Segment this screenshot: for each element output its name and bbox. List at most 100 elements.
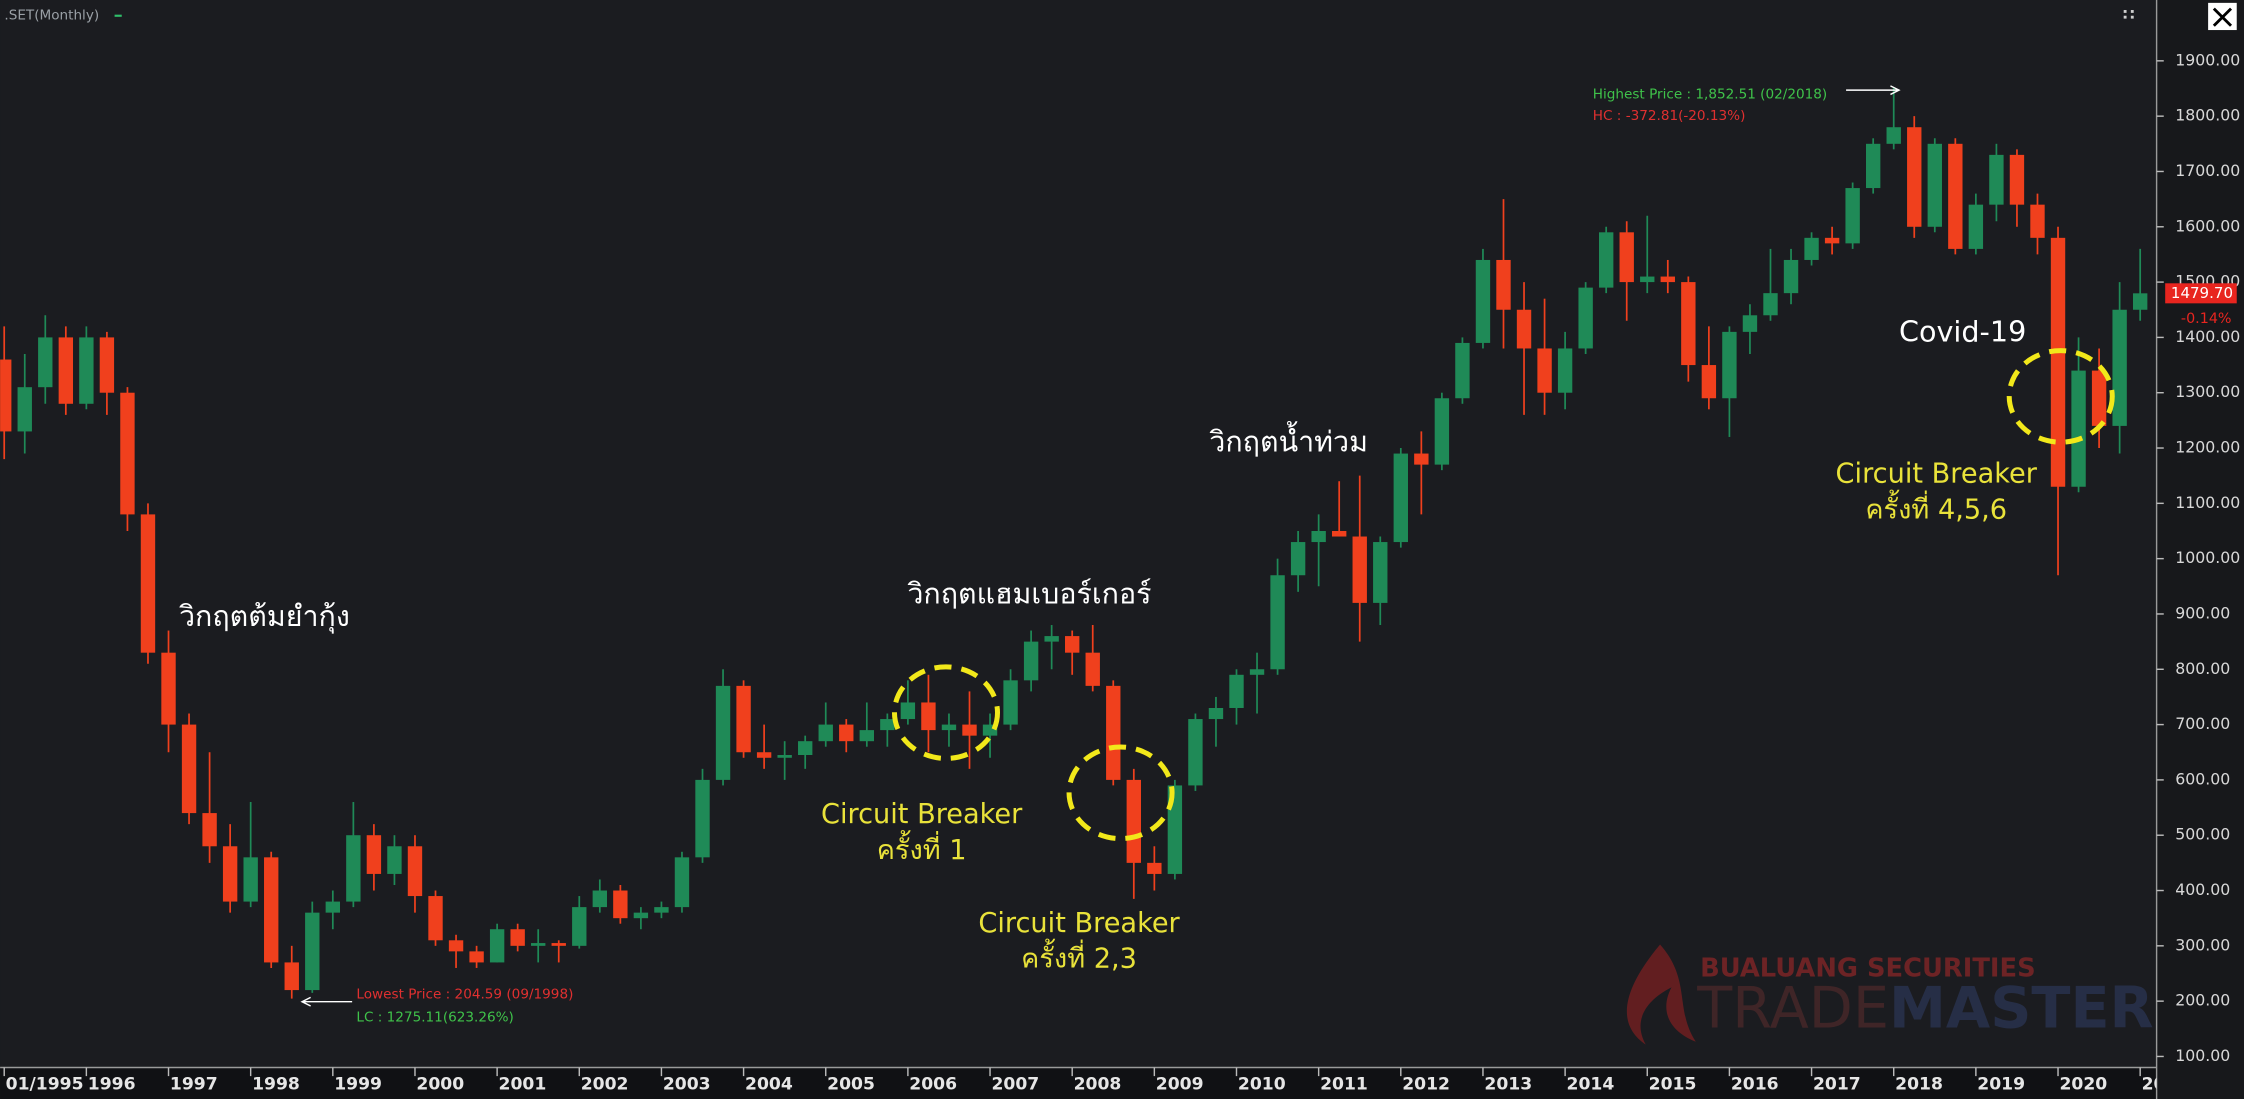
y-tick-label: 1700.00 (2175, 161, 2240, 180)
y-tick-label: 500.00 (2175, 825, 2230, 844)
candle-body (1352, 536, 1367, 603)
x-tick-label: 2004 (745, 1075, 793, 1095)
close-button[interactable] (2208, 2, 2237, 31)
candle-body (305, 912, 320, 991)
x-tick-label: 2010 (1238, 1075, 1286, 1095)
candle-body (264, 857, 279, 963)
candle-body (202, 813, 217, 847)
y-tick-label: 1600.00 (2175, 216, 2240, 235)
candle-body (633, 912, 649, 919)
candle-body (1804, 237, 1819, 260)
x-tick-label: 1997 (170, 1075, 218, 1095)
candle-body (1619, 232, 1634, 283)
candle-body (572, 907, 587, 946)
candle-body (1373, 542, 1388, 603)
candle-body (715, 685, 731, 780)
candle-body (346, 835, 361, 902)
candle-body (99, 337, 115, 393)
grip-icon[interactable] (2123, 10, 2134, 19)
candle-body (2071, 370, 2086, 487)
candle-body (1845, 188, 1860, 244)
candle-body (243, 857, 258, 902)
candle-body (818, 724, 833, 742)
candle-body (2112, 309, 2127, 426)
candle-body (1332, 530, 1347, 537)
candle-body (1722, 331, 1737, 399)
candle-body (79, 337, 94, 404)
circuit-breaker-label: Circuit Breaker (978, 908, 1180, 939)
candle-body (0, 359, 12, 432)
annotation: วิกฤตแฮมเบอร์เกอร์ (907, 576, 1151, 610)
candle-body (695, 779, 710, 858)
x-tick-label: 2011 (1320, 1075, 1368, 1095)
x-tick-label: 2016 (1731, 1075, 1779, 1095)
candle-body (941, 724, 957, 731)
x-tick-label: 1998 (252, 1075, 300, 1095)
highlight-circle (1066, 744, 1175, 842)
x-tick-label: 2000 (416, 1075, 464, 1095)
y-tick-label: 1400.00 (2175, 327, 2240, 346)
watermark-line2: TRADEMASTER (1696, 975, 2153, 1041)
candle-body (1249, 669, 1265, 675)
candle-body (1640, 276, 1655, 283)
y-tick-label: 1000.00 (2175, 548, 2240, 567)
y-tick-label: 100.00 (2175, 1046, 2230, 1065)
candle-body (1537, 348, 1552, 393)
candle-body (1783, 259, 1799, 294)
x-tick-label: 2021 (2142, 1075, 2190, 1095)
candle-body (592, 890, 608, 908)
last-change-label: -0.14% (2181, 311, 2232, 327)
y-tick-label: 200.00 (2175, 991, 2230, 1010)
candle-body (1023, 641, 1039, 681)
candle-body (469, 951, 484, 963)
watermark-logo (1626, 944, 1696, 1045)
y-tick-label: 1200.00 (2175, 438, 2240, 457)
watermark: BUALUANG SECURITIES TRADEMASTER (1626, 944, 2154, 1045)
x-tick-label: 2006 (909, 1075, 957, 1095)
candle-body (1886, 127, 1901, 144)
candle-body (2132, 293, 2148, 310)
watermark-trade: TRADE (1696, 975, 1889, 1041)
x-tick-label: 2013 (1484, 1075, 1532, 1095)
candle-body (1455, 342, 1470, 399)
y-tick-label: 900.00 (2175, 603, 2230, 622)
candle-body (510, 929, 525, 946)
candle-body (1414, 453, 1429, 465)
x-tick-label: 2001 (499, 1075, 547, 1095)
candle-body (736, 685, 751, 753)
y-tick-label: 600.00 (2175, 769, 2230, 788)
annotation: วิกฤตต้มยำกุ้ง (179, 599, 350, 634)
candle-body (1516, 309, 1532, 349)
candle-body (17, 387, 32, 432)
candle-body (839, 724, 854, 742)
y-tick-label: 1300.00 (2175, 382, 2240, 401)
candle-body (489, 929, 505, 963)
candle-body (1003, 680, 1018, 725)
last-price-box (2165, 283, 2237, 304)
candle-body (859, 730, 875, 742)
candle-body (982, 724, 998, 736)
x-axis-band (0, 1067, 2157, 1099)
x-tick-label: 1999 (334, 1075, 382, 1095)
candle-body (325, 901, 341, 913)
x-tick-label: 1996 (88, 1075, 136, 1095)
x-tick-label: 2015 (1649, 1075, 1697, 1095)
x-tick-label: 2019 (1977, 1075, 2025, 1095)
candle-body (1085, 652, 1100, 686)
candle-body (1147, 862, 1162, 874)
highest-arrow (1846, 85, 1901, 96)
circuit-breaker-label: ครั้งที่ 4,5,6 (1865, 489, 2007, 525)
candle-body (1763, 293, 1778, 316)
candle-body (1208, 707, 1224, 720)
lowest-change-note: LC : 1275.11(623.26%) (356, 1009, 513, 1025)
highest-note: Highest Price : 1,852.51 (02/2018) (1593, 86, 1827, 102)
candle-body (1106, 685, 1121, 780)
x-tick-label: 2020 (2059, 1075, 2107, 1095)
last-price-label: 1479.70 (2171, 284, 2233, 302)
highlight-circle (2006, 348, 2115, 445)
candle-body (448, 940, 464, 952)
candle-body (613, 890, 628, 919)
x-tick-label: 2002 (581, 1075, 629, 1095)
candle-body (284, 962, 299, 991)
